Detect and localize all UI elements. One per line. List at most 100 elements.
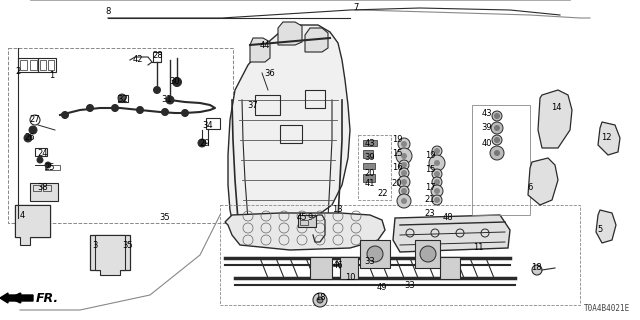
Circle shape bbox=[399, 186, 409, 196]
Text: 27: 27 bbox=[29, 116, 40, 124]
Text: 16: 16 bbox=[392, 164, 403, 172]
Circle shape bbox=[396, 148, 412, 164]
Circle shape bbox=[420, 246, 436, 262]
Circle shape bbox=[532, 265, 542, 275]
Bar bbox=[440, 257, 460, 279]
Bar bbox=[340, 257, 358, 279]
Circle shape bbox=[434, 171, 440, 177]
Circle shape bbox=[434, 179, 440, 185]
Circle shape bbox=[494, 150, 500, 156]
Circle shape bbox=[490, 146, 504, 160]
Text: 42: 42 bbox=[132, 55, 143, 65]
Text: 10: 10 bbox=[345, 273, 355, 282]
Bar bbox=[363, 163, 375, 169]
Polygon shape bbox=[250, 38, 270, 62]
Bar bbox=[30, 183, 58, 201]
Polygon shape bbox=[228, 25, 350, 225]
Circle shape bbox=[136, 107, 143, 114]
Bar bbox=[363, 140, 377, 146]
Text: 5: 5 bbox=[597, 226, 603, 235]
Circle shape bbox=[401, 170, 407, 176]
Bar bbox=[30, 60, 37, 70]
Circle shape bbox=[432, 169, 442, 179]
Text: 49: 49 bbox=[377, 284, 387, 292]
Text: 22: 22 bbox=[378, 188, 388, 197]
Circle shape bbox=[29, 126, 37, 134]
Bar bbox=[48, 60, 54, 70]
Text: 29: 29 bbox=[200, 139, 211, 148]
Circle shape bbox=[432, 195, 442, 205]
Text: 26: 26 bbox=[25, 133, 35, 142]
Bar bbox=[298, 215, 316, 227]
Text: 43: 43 bbox=[365, 139, 375, 148]
Text: 48: 48 bbox=[443, 213, 453, 222]
Text: 7: 7 bbox=[353, 4, 358, 12]
Polygon shape bbox=[538, 90, 572, 148]
Polygon shape bbox=[393, 215, 510, 252]
Circle shape bbox=[61, 111, 68, 118]
Circle shape bbox=[367, 246, 383, 262]
Bar bbox=[280, 125, 302, 143]
Bar bbox=[206, 118, 220, 129]
Text: FR.: FR. bbox=[36, 292, 59, 306]
Text: 8: 8 bbox=[106, 7, 111, 17]
Circle shape bbox=[434, 188, 440, 194]
Polygon shape bbox=[0, 293, 33, 303]
Circle shape bbox=[432, 177, 442, 187]
Text: 1: 1 bbox=[49, 70, 54, 79]
Text: 36: 36 bbox=[264, 68, 275, 77]
Circle shape bbox=[401, 198, 407, 204]
Text: 24: 24 bbox=[38, 148, 48, 157]
Circle shape bbox=[182, 109, 189, 116]
Circle shape bbox=[434, 148, 440, 154]
Text: 40: 40 bbox=[482, 139, 492, 148]
Text: 35: 35 bbox=[123, 241, 133, 250]
Polygon shape bbox=[95, 235, 125, 275]
Circle shape bbox=[161, 108, 168, 116]
Circle shape bbox=[153, 86, 161, 94]
Circle shape bbox=[401, 141, 407, 147]
Text: 21: 21 bbox=[425, 196, 435, 204]
Text: 33: 33 bbox=[365, 258, 376, 267]
Text: 46: 46 bbox=[333, 260, 343, 269]
Bar bbox=[35, 148, 47, 156]
Text: 38: 38 bbox=[38, 183, 49, 193]
Text: 18: 18 bbox=[531, 263, 541, 273]
Bar bbox=[18, 58, 38, 72]
Circle shape bbox=[399, 168, 409, 178]
Circle shape bbox=[398, 138, 410, 150]
Bar bbox=[363, 174, 375, 182]
Polygon shape bbox=[528, 158, 558, 205]
Polygon shape bbox=[596, 210, 616, 243]
Bar bbox=[20, 60, 27, 70]
Text: 19: 19 bbox=[425, 150, 435, 159]
Bar bbox=[40, 60, 46, 70]
Circle shape bbox=[431, 185, 443, 197]
Text: 15: 15 bbox=[392, 148, 403, 157]
Bar bbox=[15, 205, 50, 237]
Text: 23: 23 bbox=[425, 209, 435, 218]
Text: 9: 9 bbox=[307, 212, 312, 221]
Text: 13: 13 bbox=[332, 205, 342, 214]
Bar bbox=[360, 240, 390, 268]
Text: 39: 39 bbox=[365, 154, 375, 163]
Polygon shape bbox=[598, 122, 620, 155]
Text: 12: 12 bbox=[601, 133, 611, 142]
Polygon shape bbox=[278, 22, 302, 45]
Text: 20: 20 bbox=[392, 179, 403, 188]
Text: 19: 19 bbox=[392, 135, 403, 145]
Polygon shape bbox=[225, 213, 385, 250]
Circle shape bbox=[492, 135, 502, 145]
Bar bbox=[300, 220, 308, 225]
Text: 41: 41 bbox=[365, 179, 375, 188]
Text: 30: 30 bbox=[170, 77, 180, 86]
Bar bbox=[220, 205, 580, 305]
Circle shape bbox=[313, 293, 327, 307]
Bar bbox=[153, 52, 161, 62]
Circle shape bbox=[398, 176, 410, 188]
Bar bbox=[118, 95, 128, 102]
Text: 4: 4 bbox=[19, 211, 24, 220]
Text: 11: 11 bbox=[473, 244, 483, 252]
Text: 33: 33 bbox=[404, 281, 415, 290]
Circle shape bbox=[399, 160, 409, 170]
